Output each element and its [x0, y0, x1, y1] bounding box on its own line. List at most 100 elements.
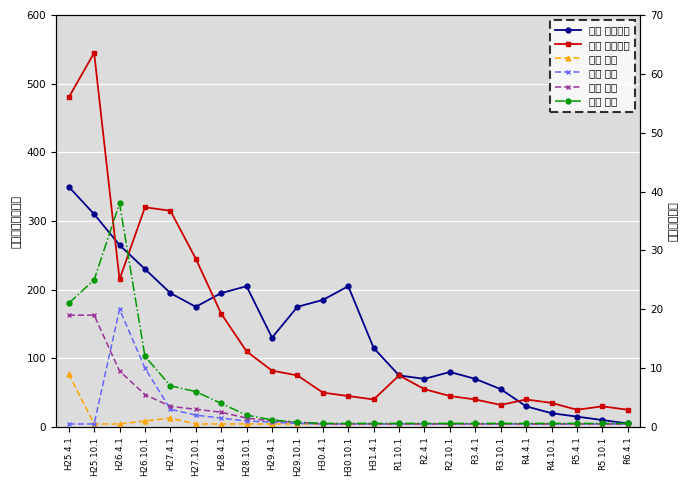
北上 汚泥 — [65, 421, 73, 427]
一関 汚泥 — [370, 420, 378, 426]
都南 ばいじん — [268, 335, 276, 340]
都南 汚泥 — [573, 421, 581, 427]
都南 汚泥 — [217, 421, 226, 427]
水沢 汚泥 — [395, 421, 403, 427]
北上 汚泥 — [115, 306, 124, 312]
都南 ばいじん — [293, 304, 302, 310]
北上 ばいじん — [573, 407, 581, 412]
都南 ばいじん — [242, 283, 250, 289]
水沢 汚泥 — [268, 418, 276, 424]
都南 ばいじん — [217, 290, 226, 296]
Legend: 都南 ばいじん, 北上 ばいじん, 都南 汚泥, 北上 汚泥, 水沢 汚泥, 一関 汚泥: 都南 ばいじん, 北上 ばいじん, 都南 汚泥, 北上 汚泥, 水沢 汚泥, 一… — [550, 20, 635, 112]
北上 汚泥 — [90, 421, 98, 427]
都南 ばいじん — [90, 211, 98, 217]
水沢 汚泥 — [598, 421, 607, 427]
北上 ばいじん — [166, 208, 175, 214]
北上 汚泥 — [598, 421, 607, 427]
北上 汚泥 — [471, 421, 480, 427]
Line: 北上 汚泥: 北上 汚泥 — [66, 307, 630, 427]
都南 汚泥 — [319, 421, 327, 427]
水沢 汚泥 — [319, 421, 327, 427]
北上 ばいじん — [65, 94, 73, 100]
都南 汚泥 — [471, 421, 480, 427]
北上 汚泥 — [141, 365, 149, 371]
一関 汚泥 — [624, 420, 632, 426]
水沢 汚泥 — [166, 403, 175, 409]
水沢 汚泥 — [420, 421, 428, 427]
北上 汚泥 — [268, 419, 276, 425]
一関 汚泥 — [217, 400, 226, 406]
一関 汚泥 — [344, 420, 353, 426]
Line: 水沢 汚泥: 水沢 汚泥 — [66, 313, 630, 427]
都南 ばいじん — [471, 376, 480, 382]
一関 汚泥 — [497, 420, 505, 426]
水沢 汚泥 — [65, 312, 73, 318]
北上 汚泥 — [497, 421, 505, 427]
北上 ばいじん — [242, 349, 250, 355]
水沢 汚泥 — [217, 409, 226, 415]
都南 ばいじん — [497, 386, 505, 392]
水沢 汚泥 — [192, 406, 200, 412]
一関 汚泥 — [446, 420, 454, 426]
北上 ばいじん — [268, 368, 276, 374]
Line: 都南 汚泥: 都南 汚泥 — [66, 372, 630, 427]
水沢 汚泥 — [446, 421, 454, 427]
北上 ばいじん — [522, 396, 531, 402]
一関 汚泥 — [547, 420, 555, 426]
一関 汚泥 — [293, 419, 302, 425]
都南 ばいじん — [446, 369, 454, 375]
都南 ばいじん — [547, 410, 555, 416]
北上 ばいじん — [370, 396, 378, 402]
北上 汚泥 — [344, 421, 353, 427]
一関 汚泥 — [115, 201, 124, 206]
都南 ばいじん — [395, 373, 403, 378]
都南 ばいじん — [598, 417, 607, 423]
水沢 汚泥 — [115, 368, 124, 374]
一関 汚泥 — [141, 354, 149, 359]
都南 汚泥 — [166, 415, 175, 421]
都南 ばいじん — [115, 242, 124, 248]
北上 汚泥 — [395, 421, 403, 427]
水沢 汚泥 — [522, 421, 531, 427]
北上 汚泥 — [166, 406, 175, 412]
北上 ばいじん — [420, 386, 428, 392]
水沢 汚泥 — [370, 421, 378, 427]
都南 汚泥 — [547, 421, 555, 427]
都南 ばいじん — [65, 184, 73, 189]
北上 ばいじん — [115, 277, 124, 282]
北上 ばいじん — [217, 311, 226, 317]
北上 ばいじん — [471, 396, 480, 402]
一関 汚泥 — [268, 417, 276, 423]
都南 汚泥 — [90, 421, 98, 427]
都南 汚泥 — [395, 421, 403, 427]
一関 汚泥 — [522, 420, 531, 426]
北上 ばいじん — [192, 256, 200, 262]
水沢 汚泥 — [242, 415, 250, 421]
北上 汚泥 — [293, 420, 302, 426]
北上 汚泥 — [420, 421, 428, 427]
一関 汚泥 — [471, 420, 480, 426]
都南 ばいじん — [420, 376, 428, 382]
北上 ばいじん — [141, 205, 149, 210]
都南 ばいじん — [319, 297, 327, 303]
Line: 一関 汚泥: 一関 汚泥 — [66, 201, 630, 426]
一関 汚泥 — [65, 300, 73, 306]
一関 汚泥 — [395, 420, 403, 426]
都南 汚泥 — [370, 421, 378, 427]
都南 汚泥 — [624, 421, 632, 427]
都南 汚泥 — [598, 421, 607, 427]
北上 ばいじん — [446, 393, 454, 399]
北上 ばいじん — [497, 402, 505, 408]
北上 ばいじん — [547, 400, 555, 406]
一関 汚泥 — [420, 420, 428, 426]
北上 汚泥 — [319, 421, 327, 427]
北上 汚泥 — [547, 421, 555, 427]
北上 ばいじん — [293, 373, 302, 378]
水沢 汚泥 — [90, 312, 98, 318]
都南 汚泥 — [65, 371, 73, 377]
都南 ばいじん — [192, 304, 200, 310]
北上 汚泥 — [242, 418, 250, 424]
Y-axis label: ばいじん（実線）: ばいじん（実線） — [11, 194, 21, 247]
都南 ばいじん — [573, 413, 581, 419]
水沢 汚泥 — [624, 421, 632, 427]
